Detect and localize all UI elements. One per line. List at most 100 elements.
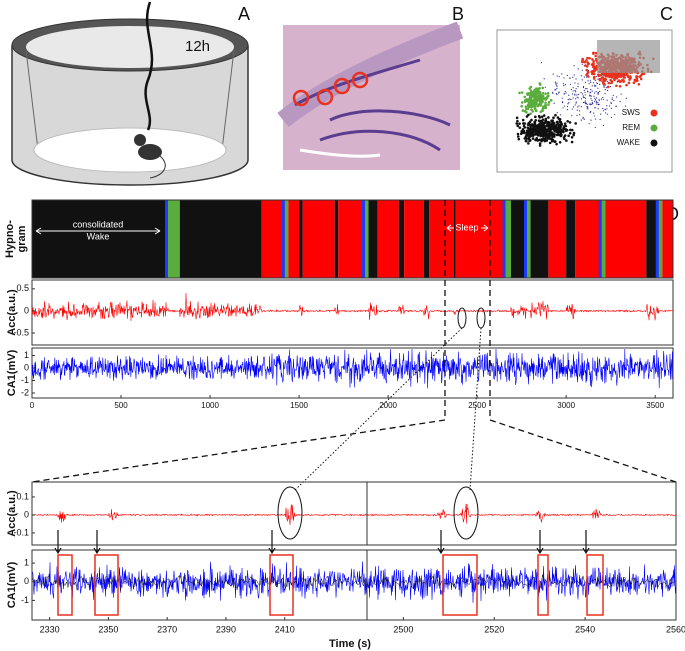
- scatter-dot: [572, 97, 574, 99]
- scatter-dot: [547, 100, 551, 104]
- event-box: [586, 554, 604, 616]
- scatter-dot: [521, 109, 525, 112]
- scatter-dot: [572, 133, 575, 137]
- scatter-dot: [531, 102, 535, 106]
- scatter-dot: [642, 72, 646, 76]
- trace: [366, 503, 677, 524]
- scatter-dot: [556, 85, 558, 87]
- scatter-dot: [562, 136, 566, 139]
- y-tick-label: 0: [24, 576, 29, 586]
- scatter-dot: [533, 107, 537, 111]
- scatter-dot: [538, 128, 542, 132]
- scatter-dot: [584, 97, 587, 99]
- scatter-dot: [534, 109, 538, 113]
- scatter-dot: [578, 105, 580, 107]
- plot-area: [366, 549, 677, 621]
- y-tick-label: 0.1: [16, 491, 29, 501]
- scatter-dot: [541, 92, 545, 95]
- scatter-dot: [555, 142, 558, 146]
- scatter-dot: [543, 139, 547, 142]
- highlight-ellipse: [277, 486, 303, 540]
- scatter-dot: [556, 122, 560, 126]
- scatter-dot: [552, 125, 555, 128]
- scatter-dot: [546, 91, 550, 95]
- scatter-dot: [585, 102, 588, 105]
- scatter-dot: [520, 104, 523, 108]
- y-axis-label: Acc(a.u.): [6, 490, 18, 537]
- scatter-dot: [546, 133, 550, 136]
- hypnogram-segment: [338, 200, 365, 278]
- scatter-dot: [589, 94, 591, 97]
- scatter-dot: [563, 122, 567, 125]
- scatter-dot: [530, 118, 533, 122]
- scatter-dot: [592, 62, 595, 66]
- scatter-dot: [553, 102, 555, 104]
- scatter-dot: [606, 108, 608, 110]
- panel-label: A: [238, 4, 250, 24]
- scatter-dot: [520, 131, 524, 134]
- scatter-dot: [576, 96, 578, 98]
- scatter-dot: [607, 89, 609, 92]
- event-arrow: [582, 530, 590, 555]
- scatter-dot: [564, 124, 568, 128]
- scatter-dot: [596, 82, 599, 85]
- scatter-dot: [564, 90, 566, 93]
- scatter-dot: [516, 124, 520, 128]
- scatter-dot: [570, 135, 574, 139]
- scatter-dot: [595, 91, 597, 93]
- scatter-dot: [533, 127, 536, 131]
- scatter-dot: [586, 70, 590, 74]
- scatter-dot: [586, 103, 588, 106]
- trace: [31, 348, 674, 389]
- scatter-dot: [525, 115, 529, 118]
- scatter-dot: [529, 89, 533, 92]
- transition-strip: [598, 200, 602, 278]
- hypnogram-segment: [168, 200, 180, 278]
- scatter-dot: [572, 106, 575, 108]
- scatter-dot: [610, 107, 612, 109]
- scatter-dot: [575, 88, 577, 90]
- scatter-dot: [592, 60, 595, 63]
- x-tick-label: 2540: [575, 624, 595, 634]
- y-tick-label: 0: [24, 509, 29, 519]
- scatter-dot: [527, 133, 530, 137]
- x-tick-label: 2410: [275, 624, 295, 634]
- scatter-dot: [565, 92, 567, 94]
- scatter-dot: [545, 120, 548, 124]
- scatter-dot: [598, 77, 602, 81]
- scatter-dot: [515, 122, 518, 125]
- scatter-dot: [516, 132, 520, 136]
- annotation-arrow: [35, 227, 161, 235]
- scatter-dot: [615, 73, 619, 76]
- scatter-dot: [524, 105, 528, 109]
- hypnogram-segment: [658, 200, 663, 278]
- legend-label: SWS: [622, 108, 640, 117]
- scatter-dot: [540, 133, 543, 136]
- scatter-dot: [618, 85, 622, 88]
- scatter-dot: [580, 119, 582, 121]
- scatter-dot: [610, 102, 612, 105]
- scatter-dot: [544, 92, 547, 95]
- trace: [31, 292, 674, 321]
- scatter-dot: [606, 99, 608, 101]
- scatter-dot: [528, 94, 532, 98]
- scatter-dot: [559, 134, 562, 137]
- scatter-dot: [559, 120, 563, 124]
- x-tick-label: 0: [30, 401, 35, 410]
- scatter-dot: [565, 139, 568, 142]
- scatter-dot: [539, 99, 543, 102]
- scatter-dot: [553, 128, 556, 132]
- scatter-dot: [551, 127, 554, 130]
- scatter-dot: [546, 128, 549, 131]
- scatter-dot: [570, 140, 574, 144]
- scatter-dot: [586, 56, 589, 60]
- scatter-dot: [566, 74, 568, 76]
- scatter-dot: [584, 103, 587, 105]
- y-tick-label: -2: [21, 387, 29, 397]
- x-tick-label: 2390: [216, 624, 236, 634]
- scatter-dot: [593, 115, 595, 117]
- x-tick-label: 2330: [40, 624, 60, 634]
- scatter-dot: [539, 101, 543, 104]
- scatter-dot: [555, 133, 559, 137]
- scatter-dot: [606, 105, 608, 107]
